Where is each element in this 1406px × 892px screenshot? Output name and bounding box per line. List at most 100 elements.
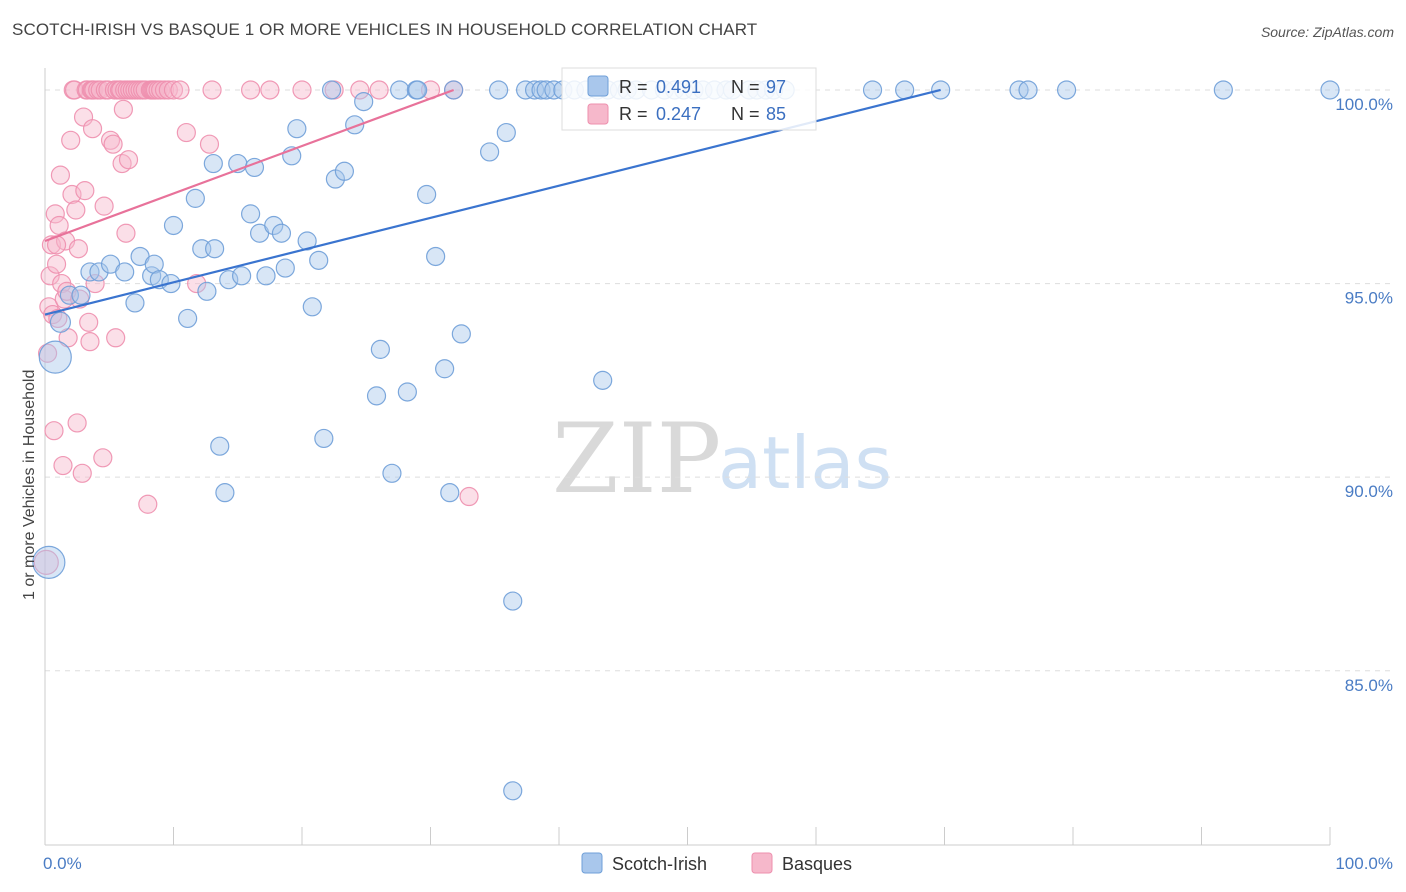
scotch-irish-point	[862, 80, 883, 100]
basques-point	[292, 80, 312, 100]
scotch-irish-point	[440, 483, 460, 503]
basques-point	[45, 204, 65, 224]
y-axis-title: 1 or more Vehicles in Household	[21, 370, 38, 600]
basques-point	[93, 448, 113, 468]
basques-point	[82, 119, 103, 139]
scotch-irish-point	[264, 215, 284, 236]
scotch-irish-point	[275, 258, 295, 278]
legend-r-value-blue: 0.491	[656, 77, 701, 97]
scotch-irish-point	[334, 161, 355, 181]
basques-point	[43, 304, 63, 325]
basques-point	[40, 266, 60, 286]
x-tick-label-max: 100.0%	[1335, 854, 1393, 873]
scotch-irish-point	[417, 184, 437, 205]
basques-point	[61, 130, 81, 150]
y-tick-label: 85.0%	[1345, 676, 1393, 695]
basques-point	[90, 80, 110, 100]
scotch-irish-point	[354, 91, 374, 112]
scotch-irish-point	[397, 382, 417, 402]
scotch-irish-point	[197, 281, 217, 301]
scotch-irish-point	[321, 80, 342, 100]
scotch-irish-point	[287, 119, 307, 139]
scotch-irish-point	[256, 266, 276, 286]
scotch-irish-point	[125, 293, 145, 313]
source-credit: Source: ZipAtlas.com	[1260, 24, 1394, 40]
basques-point	[37, 343, 58, 363]
x-tick-label-min: 0.0%	[43, 854, 82, 873]
scotch-irish-point	[1018, 80, 1038, 100]
scotch-irish-point	[210, 436, 230, 456]
scotch-irish-point	[297, 231, 317, 251]
trend-line-basques	[44, 88, 455, 243]
scotch-irish-point	[314, 428, 334, 449]
scotch-irish-point	[89, 262, 109, 282]
scotch-irish-point	[185, 188, 205, 208]
y-tick-label: 95.0%	[1345, 289, 1393, 308]
legend-r-label-blue: R =	[619, 77, 648, 97]
basques-point	[103, 134, 123, 154]
basques-point	[33, 549, 59, 575]
scotch-irish-point	[536, 80, 556, 100]
basques-point	[350, 80, 370, 100]
scotch-irish-point	[366, 386, 387, 406]
basques-point	[85, 273, 105, 294]
scotch-irish-point	[435, 359, 455, 379]
scotch-irish-point	[49, 311, 72, 333]
scotch-irish-point	[219, 270, 239, 290]
basques-point	[44, 421, 64, 441]
legend-n-label-blue: N =	[731, 77, 760, 97]
scotch-irish-point	[895, 80, 915, 100]
basques-point	[79, 312, 99, 332]
scotch-irish-point	[489, 80, 509, 100]
legend-n-value-blue: 97	[766, 77, 786, 97]
scotch-irish-point	[32, 545, 66, 579]
basques-point	[241, 80, 261, 100]
legend-series-label-basques: Basques	[782, 854, 852, 874]
basques-point	[163, 80, 184, 100]
scotch-irish-point	[370, 339, 390, 359]
basques-point	[158, 80, 178, 100]
basques-point	[67, 413, 87, 433]
scotch-irish-point	[71, 285, 91, 305]
watermark-zip: ZIP	[552, 403, 721, 515]
basques-point	[72, 463, 92, 483]
basques-point	[369, 80, 389, 100]
y-tick-label: 90.0%	[1345, 482, 1393, 501]
scotch-irish-point	[451, 324, 471, 344]
legend-swatch-pink	[587, 103, 609, 125]
basques-point	[80, 332, 100, 352]
basques-point	[187, 273, 207, 294]
scotch-irish-point	[203, 153, 223, 174]
legend-series: Scotch-Irish Basques	[581, 852, 852, 874]
basques-point	[116, 223, 136, 243]
scotch-irish-point	[163, 215, 184, 236]
basques-point	[94, 196, 114, 216]
axes: 85.0% 90.0% 95.0% 100.0%	[44, 68, 1393, 846]
basques-point	[66, 200, 86, 220]
scotch-irish-point	[426, 246, 446, 267]
scotch-irish-point	[480, 142, 500, 162]
basques-point	[50, 165, 71, 185]
scotch-irish-point	[593, 370, 613, 390]
basques-point	[48, 308, 68, 329]
scotch-irish-point	[309, 250, 329, 270]
scotch-irish-point	[408, 80, 428, 100]
legend-r-label-pink: R =	[619, 104, 648, 124]
basques-point	[199, 134, 220, 154]
basques-point	[170, 80, 190, 100]
scotch-irish-point	[59, 285, 80, 305]
scotch-irish-point	[503, 781, 523, 801]
scotch-irish-point	[205, 239, 225, 259]
basques-point	[118, 150, 139, 170]
scotch-irish-point	[232, 266, 252, 286]
scotch-irish-point	[144, 254, 164, 274]
scotch-irish-point	[1213, 80, 1233, 100]
scotch-irish-point	[215, 483, 235, 503]
scotch-irish-point	[178, 308, 198, 329]
scotch-irish-point	[524, 80, 545, 100]
legend-n-value-pink: 85	[766, 104, 786, 124]
scotch-irish-point	[382, 463, 402, 483]
basques-point	[176, 122, 196, 143]
legend-series-swatch-scotch-irish	[581, 852, 603, 874]
scotch-irish-point	[271, 223, 292, 243]
